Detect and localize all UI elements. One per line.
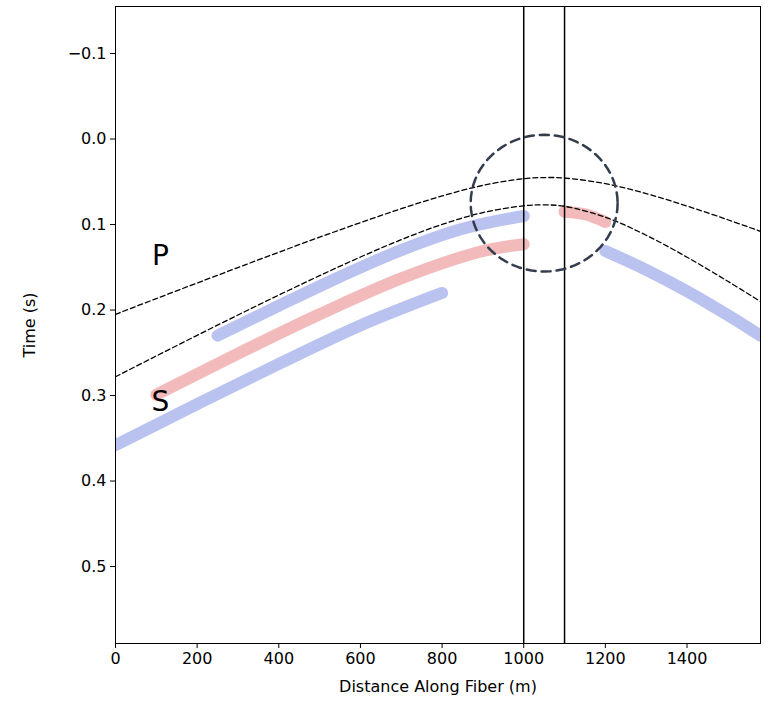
svg-text:P: P (152, 239, 169, 272)
svg-text:0.4: 0.4 (81, 471, 106, 490)
svg-text:0.2: 0.2 (81, 300, 106, 319)
svg-text:0.1: 0.1 (81, 215, 106, 234)
svg-text:1400: 1400 (667, 649, 708, 668)
svg-text:0.3: 0.3 (81, 386, 106, 405)
svg-text:−0.1: −0.1 (68, 44, 107, 63)
svg-text:1000: 1000 (503, 649, 544, 668)
svg-text:0.5: 0.5 (81, 557, 106, 576)
svg-text:800: 800 (427, 649, 458, 668)
svg-text:S: S (152, 385, 170, 418)
svg-text:600: 600 (345, 649, 376, 668)
svg-text:Distance Along Fiber (m): Distance Along Fiber (m) (339, 677, 537, 696)
svg-text:0.0: 0.0 (81, 129, 106, 148)
svg-text:400: 400 (264, 649, 295, 668)
svg-text:1200: 1200 (585, 649, 626, 668)
svg-text:Time (s): Time (s) (20, 292, 39, 358)
svg-text:0: 0 (110, 649, 120, 668)
svg-text:200: 200 (182, 649, 213, 668)
